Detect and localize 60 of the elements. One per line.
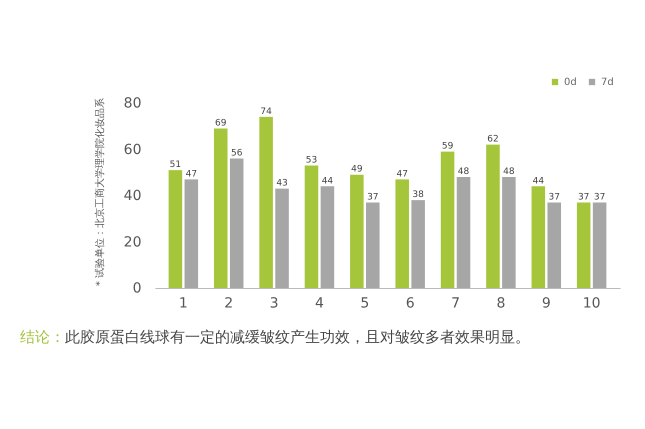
bar xyxy=(320,186,334,288)
data-label: 74 xyxy=(260,106,272,117)
data-label: 51 xyxy=(170,160,182,170)
data-label: 48 xyxy=(503,167,515,177)
x-tick-label: 2 xyxy=(224,296,234,312)
data-label: 48 xyxy=(458,167,470,177)
bar xyxy=(456,177,470,288)
data-label: 37 xyxy=(367,192,379,202)
x-tick-label: 6 xyxy=(406,296,415,312)
bar xyxy=(411,200,425,288)
bar xyxy=(576,202,590,288)
bar xyxy=(304,165,318,288)
bar xyxy=(395,179,409,288)
bar xyxy=(547,202,562,288)
bar xyxy=(502,177,516,288)
bar xyxy=(275,188,289,288)
data-label: 44 xyxy=(322,176,334,186)
x-tick-label: 9 xyxy=(542,296,551,312)
data-label: 37 xyxy=(548,192,560,202)
bar xyxy=(259,116,273,288)
x-tick-label: 8 xyxy=(496,296,506,312)
text: * 试验单位：北京工商大学理学院化妆品系 xyxy=(94,98,107,286)
x-tick-label: 4 xyxy=(314,296,324,312)
x-tick-label: 10 xyxy=(582,296,601,312)
y-tick-label: 60 xyxy=(124,142,142,158)
bar xyxy=(532,186,546,288)
bar xyxy=(486,144,500,288)
bar xyxy=(366,202,380,288)
x-tick-label: 7 xyxy=(451,296,460,312)
data-label: 49 xyxy=(351,164,363,175)
data-label: 38 xyxy=(412,190,424,200)
bar xyxy=(592,202,606,288)
data-label: 69 xyxy=(215,118,227,128)
data-label: 47 xyxy=(396,169,408,180)
data-label: 43 xyxy=(276,178,288,189)
y-tick-label: 20 xyxy=(124,234,142,250)
data-label: 37 xyxy=(594,192,606,202)
data-label: 37 xyxy=(578,192,590,202)
y-tick-label: 40 xyxy=(124,188,142,204)
data-label: 44 xyxy=(532,176,544,186)
bar xyxy=(168,170,182,288)
data-label: 53 xyxy=(306,155,318,166)
data-label: 47 xyxy=(186,169,198,180)
data-label: 62 xyxy=(487,134,499,145)
bar xyxy=(350,174,364,288)
bar xyxy=(230,158,244,288)
bar xyxy=(184,179,198,288)
data-label: 59 xyxy=(442,142,454,152)
text: 结论： xyxy=(20,328,65,346)
y-tick-label: 80 xyxy=(124,96,142,112)
y-tick-label: 0 xyxy=(132,280,142,296)
text: 此胶原蛋白线球有一定的减缓皱纹产生功效，且对皱纹多者效果明显。 xyxy=(65,328,530,346)
bar xyxy=(440,152,454,288)
x-tick-label: 5 xyxy=(360,296,370,312)
x-tick-label: 1 xyxy=(178,296,188,312)
legend-label: 7d xyxy=(601,77,614,88)
data-label: 56 xyxy=(230,148,243,158)
x-tick-label: 3 xyxy=(270,296,279,312)
legend-label: 0d xyxy=(564,77,577,88)
bar xyxy=(214,128,228,288)
